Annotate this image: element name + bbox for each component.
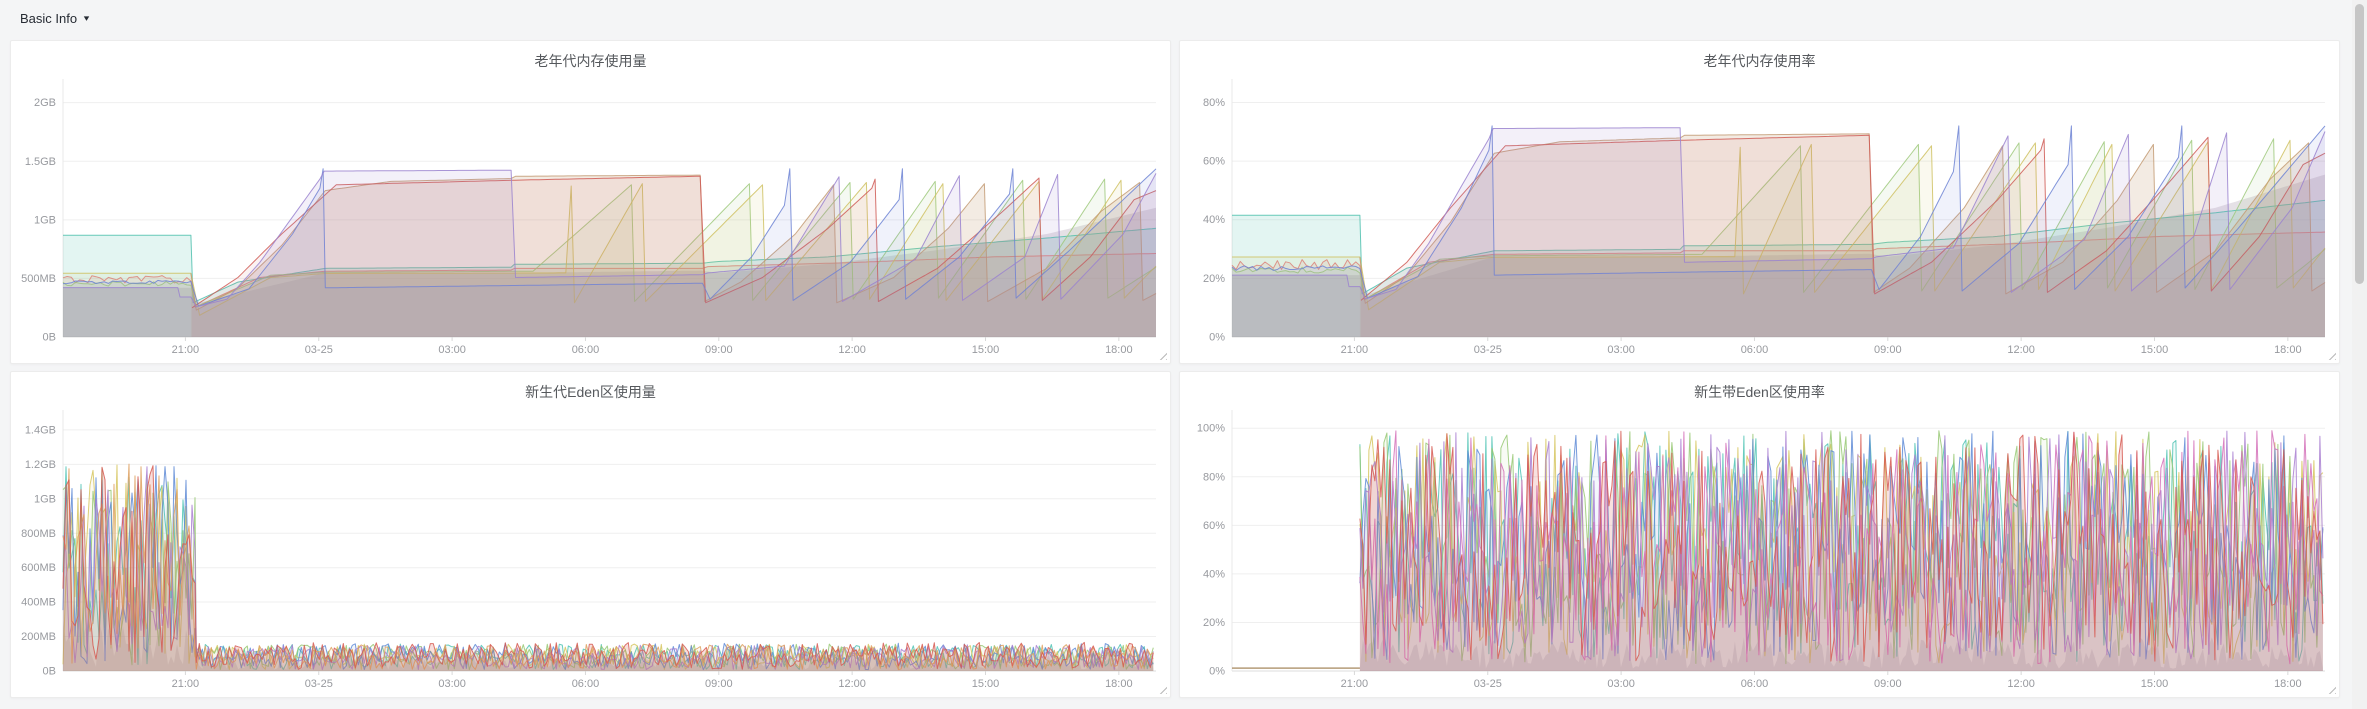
eden-usage-rate-chart[interactable]: 0% 20% 40% 60% 80% 100% 21:00 03-25 03:00 06:00 09… <box>1186 402 2333 693</box>
svg-text:20%: 20% <box>1203 273 1225 285</box>
svg-text:15:00: 15:00 <box>972 344 1000 356</box>
svg-text:80%: 80% <box>1203 97 1225 109</box>
svg-text:21:00: 21:00 <box>1341 344 1369 356</box>
chart-title-old-gen-usage-rate: 老年代内存使用率 <box>1703 53 1816 69</box>
chevron-down-icon: ▾ <box>83 13 90 24</box>
svg-text:12:00: 12:00 <box>838 678 866 690</box>
resize-handle-icon[interactable] <box>2327 351 2336 360</box>
eden-usage-chart[interactable]: 0B 200MB 400MB 600MB 800MB 1GB 1.2GB 1.4GB 21:00… <box>17 402 1164 693</box>
svg-text:06:00: 06:00 <box>1741 344 1769 356</box>
svg-text:21:00: 21:00 <box>172 678 200 690</box>
panel-eden-usage: 新生代Eden区使用量 0B 200MB 400MB 600MB 800MB 1GB 1.2… <box>10 371 1171 698</box>
svg-text:03:00: 03:00 <box>1607 344 1635 356</box>
old-gen-memory-usage-rate-chart[interactable]: 0% 20% 40% 60% 80% 21:00 03-25 03:00 06:00 09:00 1… <box>1186 71 2333 359</box>
chart-title-eden-usage-rate: 新生带Eden区使用率 <box>1694 384 1825 400</box>
svg-text:500MB: 500MB <box>21 273 56 285</box>
basic-info-dropdown[interactable]: Basic Info ▾ <box>20 11 89 26</box>
svg-text:600MB: 600MB <box>21 562 56 574</box>
svg-text:0%: 0% <box>1209 666 1225 678</box>
svg-text:1GB: 1GB <box>34 214 56 226</box>
svg-text:0B: 0B <box>43 332 56 344</box>
svg-text:12:00: 12:00 <box>838 344 866 356</box>
svg-text:21:00: 21:00 <box>172 344 200 356</box>
svg-text:1.4GB: 1.4GB <box>25 424 56 436</box>
chart-title-old-gen-usage: 老年代内存使用量 <box>534 53 647 69</box>
resize-handle-icon[interactable] <box>2327 685 2336 694</box>
svg-text:40%: 40% <box>1203 568 1225 580</box>
svg-text:09:00: 09:00 <box>1874 344 1902 356</box>
svg-text:40%: 40% <box>1203 214 1225 226</box>
top-bar: Basic Info ▾ <box>0 0 2367 40</box>
svg-text:12:00: 12:00 <box>2007 344 2035 356</box>
svg-text:80%: 80% <box>1203 471 1225 483</box>
svg-text:60%: 60% <box>1203 156 1225 168</box>
svg-text:0B: 0B <box>43 666 56 678</box>
svg-text:800MB: 800MB <box>21 528 56 540</box>
svg-text:18:00: 18:00 <box>2274 678 2302 690</box>
svg-text:03:00: 03:00 <box>1607 678 1635 690</box>
svg-text:15:00: 15:00 <box>972 678 1000 690</box>
svg-text:100%: 100% <box>1197 423 1225 435</box>
panel-old-gen-memory-usage: 老年代内存使用量 0B 500MB 1GB 1.5GB 2GB 21:00 03-25 03:… <box>10 40 1171 364</box>
resize-handle-icon[interactable] <box>1158 685 1167 694</box>
svg-text:18:00: 18:00 <box>1105 678 1133 690</box>
svg-text:2GB: 2GB <box>34 97 56 109</box>
svg-text:15:00: 15:00 <box>2141 678 2169 690</box>
vertical-scrollbar[interactable] <box>2355 4 2364 284</box>
svg-text:18:00: 18:00 <box>2274 344 2302 356</box>
svg-text:60%: 60% <box>1203 520 1225 532</box>
svg-text:03-25: 03-25 <box>1474 344 1502 356</box>
svg-text:06:00: 06:00 <box>1741 678 1769 690</box>
svg-text:21:00: 21:00 <box>1341 678 1369 690</box>
vertical-scrollbar-track <box>2352 0 2367 709</box>
svg-text:09:00: 09:00 <box>705 678 733 690</box>
svg-text:03-25: 03-25 <box>305 344 333 356</box>
svg-text:12:00: 12:00 <box>2007 678 2035 690</box>
chart-body: 0% 20% 40% 60% 80% 21:00 03-25 03:00 06:00 09:00 1… <box>1186 71 2333 359</box>
svg-text:1.5GB: 1.5GB <box>25 156 56 168</box>
svg-text:09:00: 09:00 <box>1874 678 1902 690</box>
svg-text:200MB: 200MB <box>21 631 56 643</box>
chart-body: 0B 200MB 400MB 600MB 800MB 1GB 1.2GB 1.4GB 21:00… <box>17 402 1164 693</box>
svg-text:06:00: 06:00 <box>572 678 600 690</box>
dashboard-grid: 老年代内存使用量 0B 500MB 1GB 1.5GB 2GB 21:00 03-25 03:… <box>0 40 2367 706</box>
svg-text:03:00: 03:00 <box>438 344 466 356</box>
svg-text:09:00: 09:00 <box>705 344 733 356</box>
svg-text:03:00: 03:00 <box>438 678 466 690</box>
resize-handle-icon[interactable] <box>1158 351 1167 360</box>
chart-body: 0% 20% 40% 60% 80% 100% 21:00 03-25 03:00 06:00 09… <box>1186 402 2333 693</box>
chart-title-eden-usage: 新生代Eden区使用量 <box>525 384 656 400</box>
svg-text:03-25: 03-25 <box>1474 678 1502 690</box>
panel-old-gen-memory-usage-rate: 老年代内存使用率 0% 20% 40% 60% 80% 21:00 03-25 03:00 06… <box>1179 40 2340 364</box>
basic-info-dropdown-label: Basic Info <box>20 11 78 26</box>
svg-text:20%: 20% <box>1203 617 1225 629</box>
svg-text:06:00: 06:00 <box>572 344 600 356</box>
old-gen-memory-usage-chart[interactable]: 0B 500MB 1GB 1.5GB 2GB 21:00 03-25 03:00 06:00 09… <box>17 71 1164 359</box>
svg-text:1.2GB: 1.2GB <box>25 459 56 471</box>
svg-text:400MB: 400MB <box>21 597 56 609</box>
svg-text:1GB: 1GB <box>34 493 56 505</box>
svg-text:03-25: 03-25 <box>305 678 333 690</box>
svg-text:15:00: 15:00 <box>2141 344 2169 356</box>
svg-text:18:00: 18:00 <box>1105 344 1133 356</box>
chart-body: 0B 500MB 1GB 1.5GB 2GB 21:00 03-25 03:00 06:00 09… <box>17 71 1164 359</box>
panel-eden-usage-rate: 新生带Eden区使用率 0% 20% 40% 60% 80% 100% 21:00 03-25… <box>1179 371 2340 698</box>
svg-text:0%: 0% <box>1209 332 1225 344</box>
